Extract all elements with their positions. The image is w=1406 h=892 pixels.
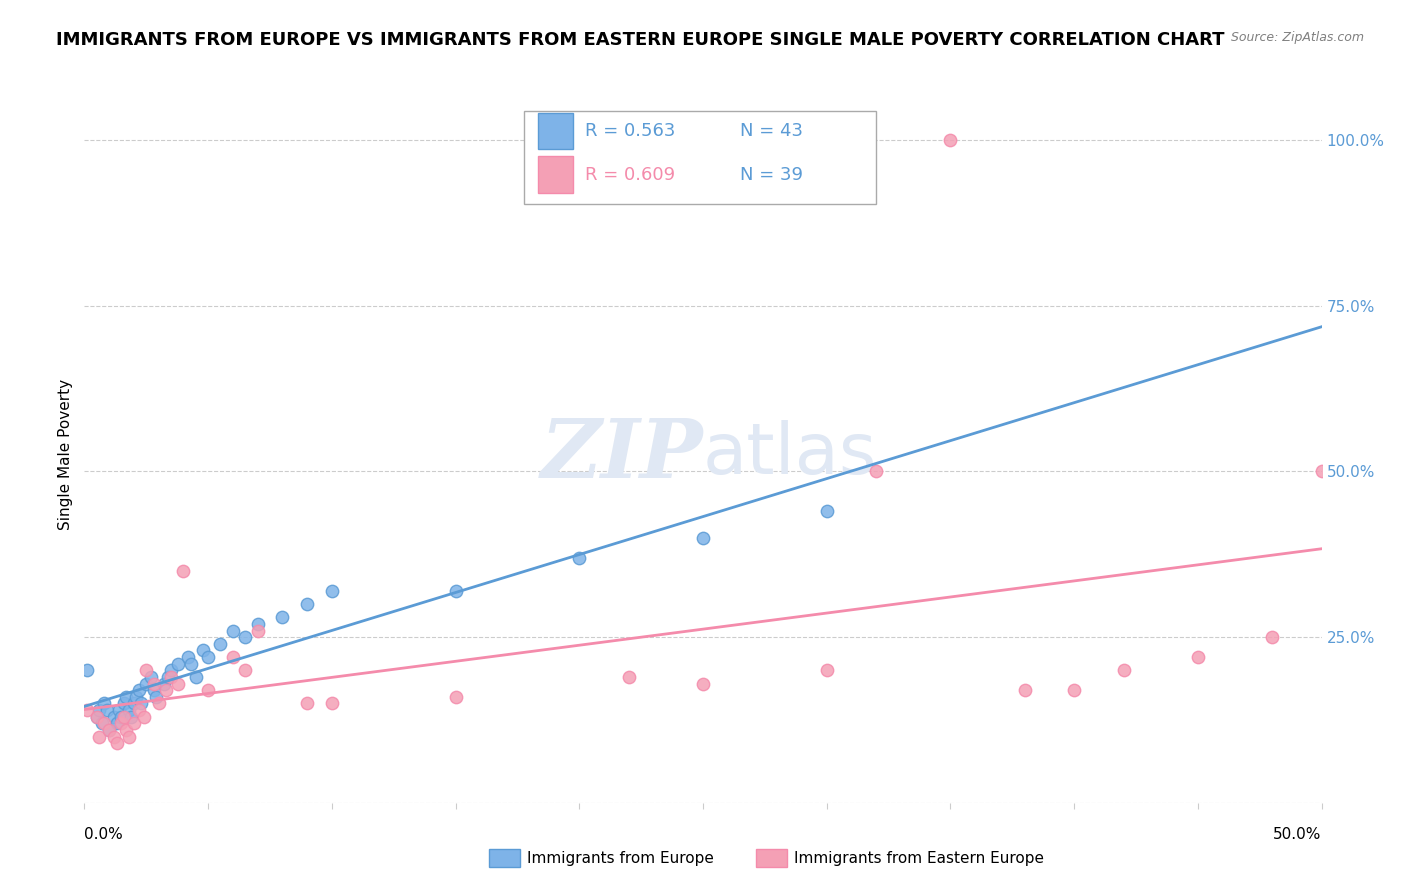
FancyBboxPatch shape (538, 156, 574, 193)
Point (76, 703, 98, 717)
Point (295, 597, 318, 611)
Point (177, 650, 200, 665)
Point (105, 716, 128, 731)
Point (135, 676, 157, 690)
Point (115, 723, 138, 737)
Point (93, 716, 115, 731)
Point (122, 716, 145, 731)
Point (233, 630, 256, 644)
Point (222, 650, 245, 665)
Point (222, 624, 245, 638)
Point (246, 624, 269, 638)
Point (135, 663, 157, 677)
Point (197, 650, 219, 665)
Point (1063, 683, 1085, 698)
Point (321, 583, 343, 598)
Point (617, 670, 640, 684)
Point (444, 583, 467, 598)
Point (103, 730, 125, 744)
Point (172, 564, 194, 578)
Point (167, 676, 190, 690)
Point (132, 709, 155, 723)
Y-axis label: Single Male Poverty: Single Male Poverty (58, 379, 73, 531)
Point (112, 697, 135, 711)
Point (98, 723, 121, 737)
Point (1014, 683, 1036, 698)
Point (115, 690, 138, 704)
Point (160, 670, 183, 684)
Text: N = 43: N = 43 (740, 122, 803, 140)
Point (148, 697, 170, 711)
Point (180, 657, 202, 671)
Point (865, 465, 887, 479)
Point (1112, 663, 1135, 677)
Text: atlas: atlas (703, 420, 877, 490)
Point (155, 683, 177, 698)
Point (108, 703, 131, 717)
Point (89, 703, 111, 717)
Point (815, 663, 838, 677)
Text: N = 39: N = 39 (740, 166, 803, 184)
Text: IMMIGRANTS FROM EUROPE VS IMMIGRANTS FROM EASTERN EUROPE SINGLE MALE POVERTY COR: IMMIGRANTS FROM EUROPE VS IMMIGRANTS FRO… (56, 31, 1225, 49)
Point (233, 663, 256, 677)
Point (246, 616, 269, 631)
Text: Immigrants from Europe: Immigrants from Europe (527, 851, 714, 865)
Text: ZIP: ZIP (540, 415, 703, 495)
Point (103, 709, 125, 723)
Point (271, 610, 294, 624)
Point (209, 637, 232, 651)
Point (125, 690, 148, 704)
Point (145, 690, 167, 704)
Point (110, 716, 132, 731)
Point (118, 703, 141, 717)
Point (815, 504, 838, 518)
Point (160, 663, 183, 677)
Point (112, 709, 135, 723)
Point (86, 709, 108, 723)
Point (191, 643, 214, 657)
Point (141, 670, 163, 684)
Point (128, 703, 150, 717)
Point (939, 133, 962, 147)
Point (692, 676, 714, 690)
Point (120, 709, 142, 723)
FancyBboxPatch shape (538, 113, 574, 150)
Point (86, 709, 108, 723)
Point (1261, 630, 1284, 644)
Text: Source: ZipAtlas.com: Source: ZipAtlas.com (1230, 31, 1364, 45)
Point (444, 690, 467, 704)
Point (184, 670, 207, 684)
Point (96, 703, 118, 717)
Point (321, 697, 343, 711)
Point (1310, 465, 1333, 479)
Point (129, 697, 152, 711)
Point (90, 716, 112, 731)
Point (122, 697, 145, 711)
Point (142, 676, 165, 690)
Point (692, 531, 714, 545)
Text: R = 0.609: R = 0.609 (585, 166, 676, 184)
Point (76, 663, 98, 677)
Point (110, 709, 132, 723)
Text: Immigrants from Eastern Europe: Immigrants from Eastern Europe (794, 851, 1045, 865)
Point (89, 730, 111, 744)
Point (167, 657, 190, 671)
Text: 50.0%: 50.0% (1274, 827, 1322, 841)
Point (197, 683, 219, 698)
FancyBboxPatch shape (523, 111, 876, 204)
Text: 0.0%: 0.0% (84, 827, 124, 841)
Point (568, 550, 591, 565)
Point (105, 736, 128, 750)
Point (142, 683, 165, 698)
Point (93, 697, 115, 711)
Point (98, 723, 121, 737)
Point (152, 676, 174, 690)
Point (1187, 650, 1209, 665)
Text: R = 0.563: R = 0.563 (585, 122, 676, 140)
Point (295, 697, 318, 711)
Point (118, 730, 141, 744)
Point (128, 683, 150, 698)
Point (157, 670, 180, 684)
